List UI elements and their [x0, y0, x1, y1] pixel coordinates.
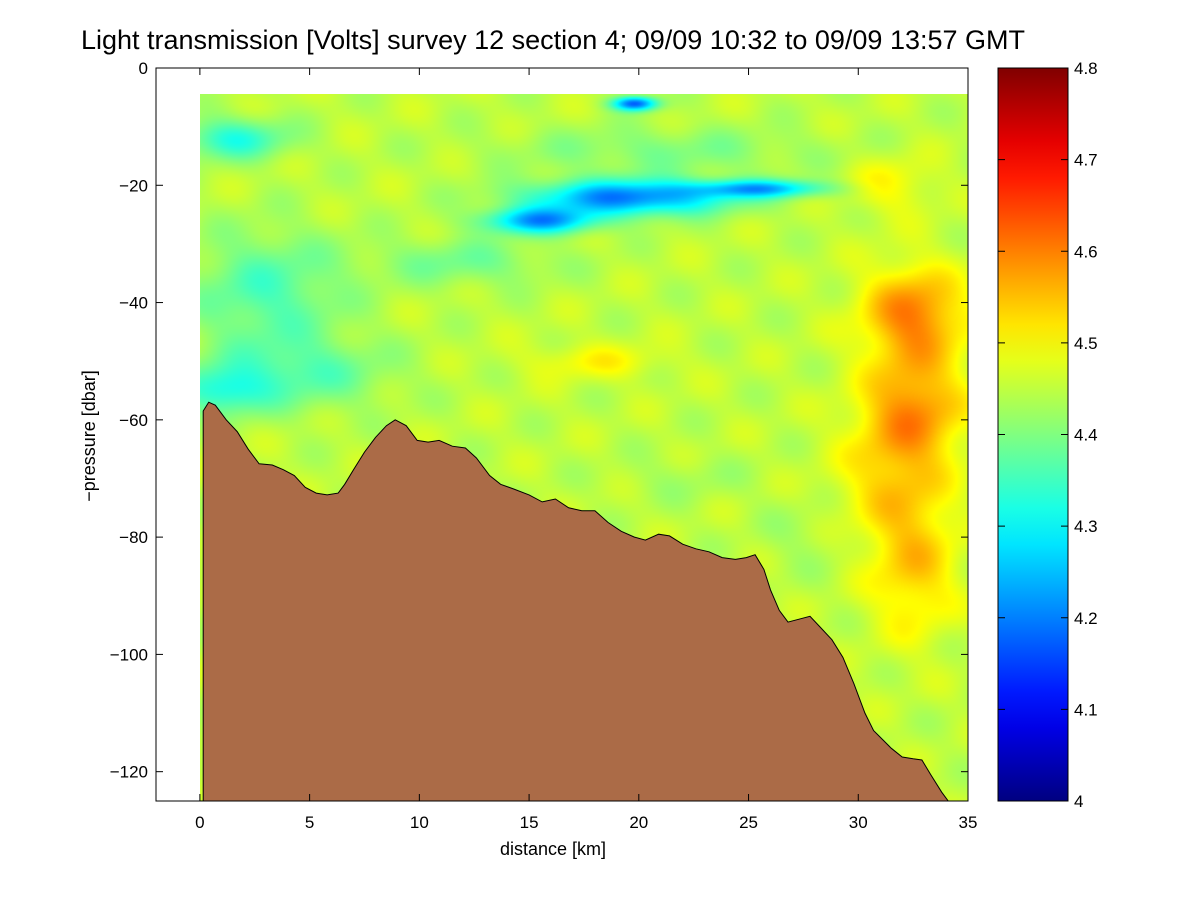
plot-frame: [155, 67, 969, 802]
y-tick-label: −20: [119, 176, 148, 195]
x-tick-label: 30: [849, 813, 868, 832]
x-tick-label: 15: [520, 813, 539, 832]
y-tick-label: 0: [139, 59, 148, 78]
colorbar: 4 4.1 4.2 4.3 4.4 4.5 4.6 4.7 4.8: [997, 59, 1098, 811]
x-axis-label: distance [km]: [500, 839, 606, 859]
y-tick-label: −80: [119, 528, 148, 547]
colorbar-tick-label: 4.6: [1074, 242, 1098, 261]
colorbar-tick-label: 4.3: [1074, 517, 1098, 536]
colorbar-tick-label: 4.7: [1074, 151, 1098, 170]
y-tick-label: −100: [110, 645, 148, 664]
x-axis-ticks: 0 5 10 15 20 25 30 35: [195, 68, 977, 832]
x-tick-label: 5: [305, 813, 314, 832]
y-axis-ticks: 0 −20 −40 −60 −80 −100 −120: [110, 59, 968, 782]
colorbar-tick-label: 4.4: [1074, 426, 1098, 445]
colorbar-tick-label: 4.1: [1074, 700, 1098, 719]
colorbar-tick-label: 4.2: [1074, 609, 1098, 628]
colorbar-ticks: 4 4.1 4.2 4.3 4.4 4.5 4.6 4.7 4.8: [998, 59, 1098, 811]
colorbar-gradient: [998, 68, 1068, 801]
colorbar-tick-label: 4.5: [1074, 334, 1098, 353]
plot-area: 0 5 10 15 20 25 30 35 0 −20 −40 −60 −80 −100 −120: [110, 59, 978, 832]
x-tick-label: 35: [959, 813, 978, 832]
y-tick-label: −40: [119, 294, 148, 313]
seafloor-bathymetry: [202, 401, 949, 801]
x-tick-label: 0: [195, 813, 204, 832]
y-axis-label: −pressure [dbar]: [79, 370, 99, 502]
x-tick-label: 20: [629, 813, 648, 832]
chart-title: Light transmission [Volts] survey 12 sec…: [81, 25, 1025, 55]
colorbar-tick-label: 4: [1074, 792, 1083, 811]
colorbar-tick-label: 4.8: [1074, 59, 1098, 78]
y-tick-label: −60: [119, 411, 148, 430]
y-tick-label: −120: [110, 763, 148, 782]
x-tick-label: 10: [410, 813, 429, 832]
x-tick-label: 25: [739, 813, 758, 832]
